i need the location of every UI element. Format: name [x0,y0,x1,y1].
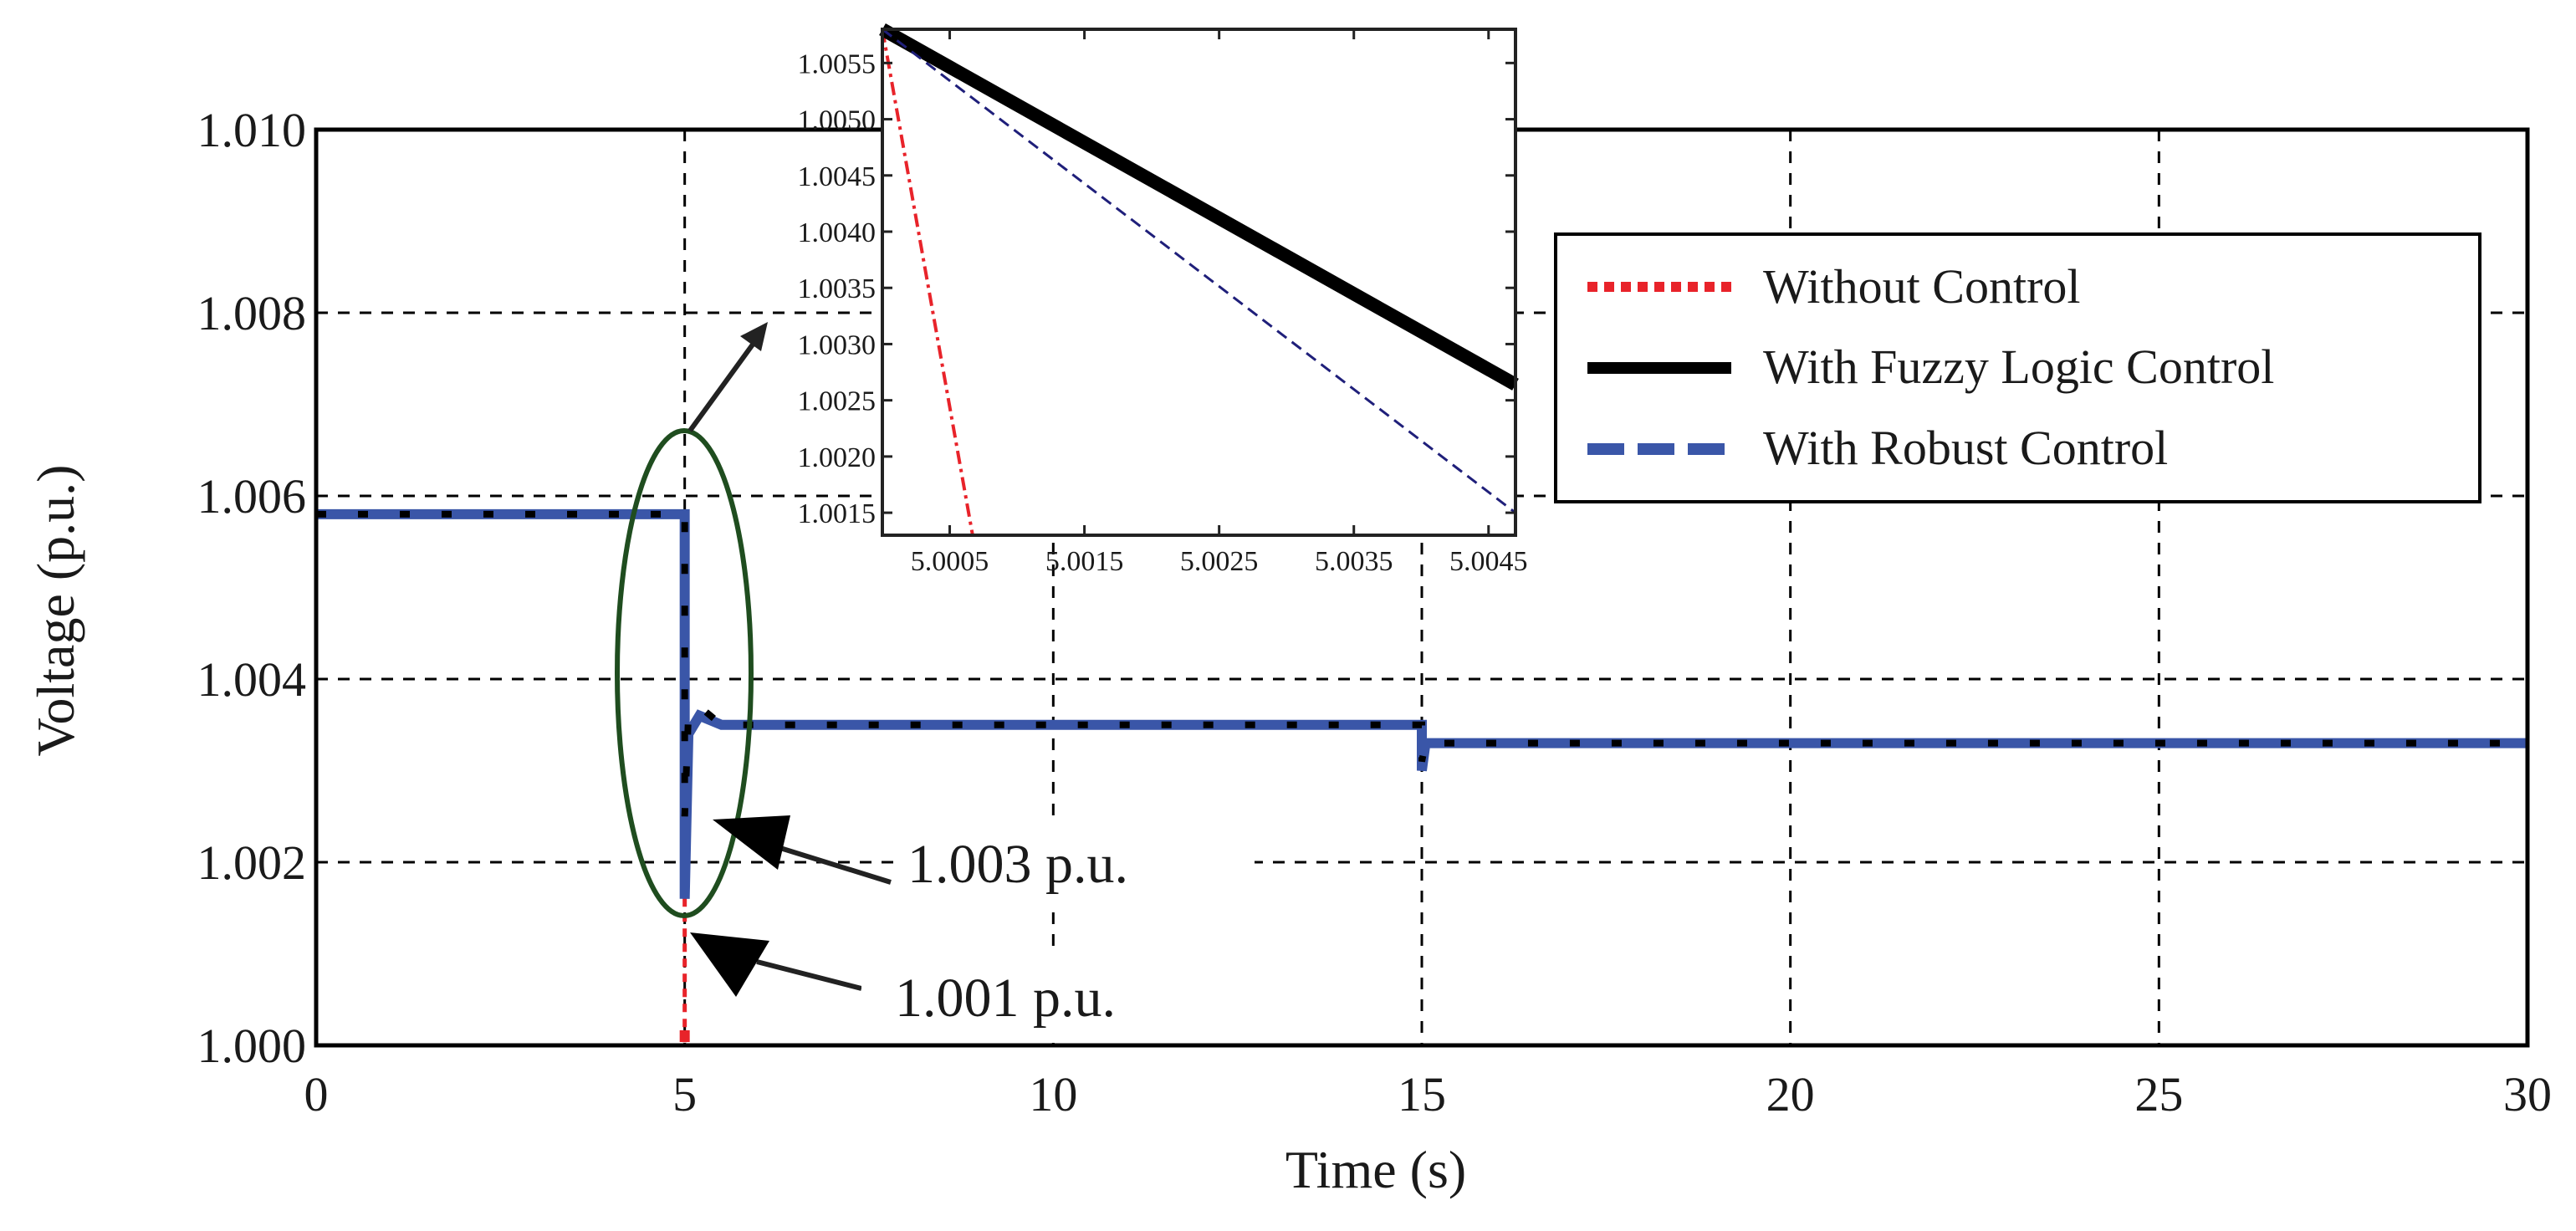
annotation-1001: 1.001 p.u. [690,932,1221,1037]
annotation-text-1003: 1.003 p.u. [907,834,1128,895]
y-tick-labels: 1.000 1.002 1.004 1.006 1.008 1.010 [197,103,307,1073]
series-line-without-control [316,512,687,1045]
inset-x-tick-label: 5.0015 [1045,546,1124,577]
inset-y-tick-label: 1.0050 [798,105,877,136]
x-tick-label: 30 [2503,1067,2552,1121]
inset-y-tick-label: 1.0030 [798,329,877,360]
legend-label-without-control: Without Control [1763,259,2081,314]
inset-y-tick-label: 1.0020 [798,442,877,473]
y-tick-label: 1.002 [197,835,307,890]
y-tick-label: 1.006 [197,469,307,524]
legend-label-robust-control: With Robust Control [1763,421,2168,475]
series-marker-without-control [679,1030,690,1042]
x-tick-label: 5 [672,1067,697,1121]
inset-y-tick-label: 1.0025 [798,386,877,417]
inset-series-layer [879,23,1519,536]
y-tick-label: 1.008 [197,286,307,340]
y-tick-label: 1.000 [197,1019,307,1073]
inset-series-line [879,23,1519,391]
inset-y-tick-label: 1.0055 [798,49,877,79]
x-tick-label: 25 [2134,1067,2183,1121]
inset-y-tick-labels: 1.0015 1.0020 1.0025 1.0030 1.0035 1.0040 1.00… [798,49,877,529]
x-tick-label: 0 [304,1067,329,1121]
annotation-text-1001: 1.001 p.u. [895,968,1116,1029]
legend: Without Control With Fuzzy Logic Control… [1554,232,2481,503]
inset-y-tick-label: 1.0045 [798,161,877,192]
inset-frame [881,28,1517,537]
x-tick-labels: 0 5 10 15 20 25 30 [304,1067,2553,1121]
inset-x-tick-label: 5.0045 [1449,546,1528,577]
y-tick-label: 1.004 [197,652,307,707]
inset-series-line [882,28,1516,514]
annotation-1003: 1.003 p.u. [713,815,1255,907]
zoom-region-ellipse [615,428,754,918]
y-axis-title: Voltage (p.u.) [26,465,85,757]
x-tick-label: 10 [1029,1067,1077,1121]
series-layer [316,508,2527,1045]
inset-x-tick-label: 5.0025 [1180,546,1259,577]
inset-zoom-plot: 5.0005 5.0015 5.0025 5.0035 5.0045 1.00151.0… [798,23,1528,577]
y-tick-label: 1.010 [197,103,307,157]
inset-x-tick-label: 5.0035 [1315,546,1393,577]
inset-y-tick-label: 1.0015 [798,498,877,529]
inset-y-tick-label: 1.0040 [798,217,877,248]
x-axis-title: Time (s) [1285,1140,1466,1199]
x-tick-label: 20 [1766,1067,1815,1121]
inset-x-tick-label: 5.0005 [911,546,989,577]
annotation-arrowhead [713,815,790,870]
annotation-arrowhead [690,932,769,997]
x-tick-label: 15 [1398,1067,1446,1121]
inset-y-tick-label: 1.0035 [798,273,877,304]
zoom-arrow [687,322,768,432]
series-line-fuzzy-logic [316,510,2527,817]
inset-series-line [881,28,974,536]
legend-label-fuzzy-logic: With Fuzzy Logic Control [1763,340,2274,394]
inset-x-tick-labels: 5.0005 5.0015 5.0025 5.0035 5.0045 [911,546,1528,577]
